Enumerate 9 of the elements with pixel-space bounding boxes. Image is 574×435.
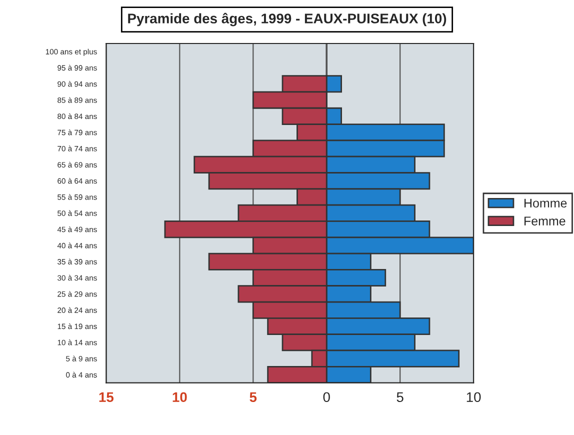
x-tick-label: 5 <box>250 392 257 402</box>
x-tick-label: 10 <box>466 392 481 402</box>
legend-label: Femme <box>524 216 566 226</box>
chart-title: Pyramide des âges, 1999 - EAUX-PUISEAUX (10) <box>128 12 446 26</box>
x-tick-label: 10 <box>172 392 187 402</box>
x-tick-label: 15 <box>99 392 114 402</box>
legend-label: Homme <box>524 198 567 208</box>
x-tick-label: 5 <box>396 392 404 402</box>
x-tick-label: 0 <box>323 392 330 402</box>
